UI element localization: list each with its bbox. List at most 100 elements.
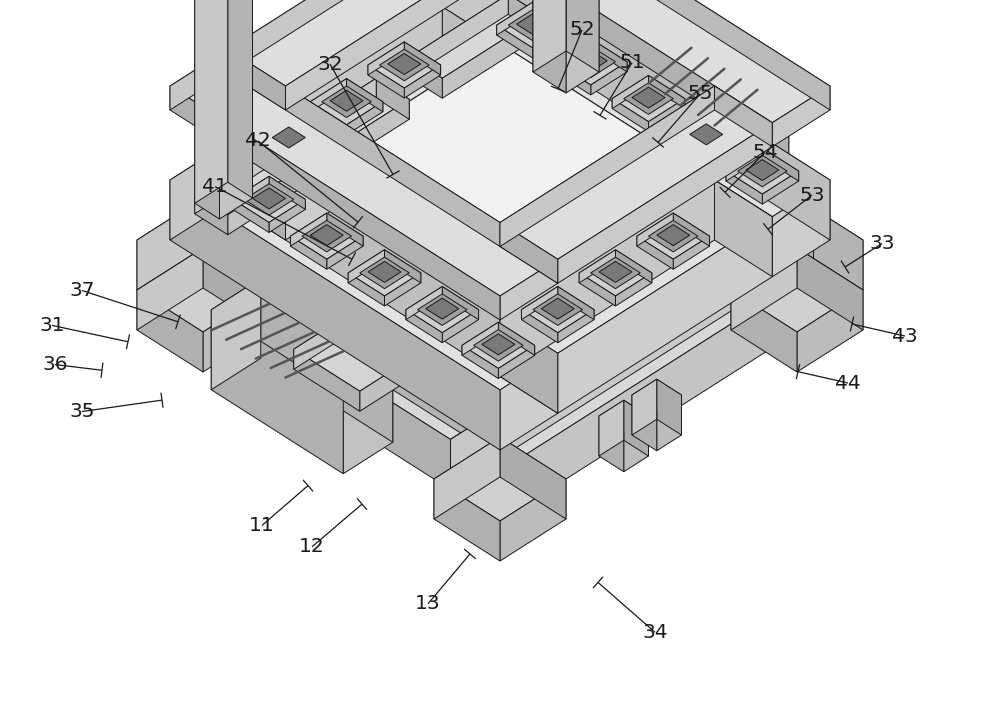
- Polygon shape: [294, 323, 401, 392]
- Polygon shape: [450, 209, 814, 490]
- Polygon shape: [616, 250, 652, 283]
- Polygon shape: [220, 0, 252, 219]
- Polygon shape: [706, 135, 743, 169]
- Polygon shape: [500, 51, 797, 270]
- Polygon shape: [665, 171, 706, 217]
- Polygon shape: [726, 148, 762, 181]
- Polygon shape: [434, 290, 500, 412]
- Polygon shape: [380, 49, 429, 80]
- Polygon shape: [286, 43, 500, 240]
- Polygon shape: [462, 323, 535, 368]
- Text: 33: 33: [869, 234, 895, 253]
- Polygon shape: [579, 250, 616, 283]
- Polygon shape: [170, 49, 228, 110]
- Polygon shape: [406, 310, 442, 342]
- Polygon shape: [673, 236, 710, 269]
- Polygon shape: [624, 83, 673, 115]
- Polygon shape: [289, 115, 325, 149]
- Polygon shape: [434, 59, 500, 141]
- Polygon shape: [500, 180, 772, 353]
- Polygon shape: [657, 225, 690, 246]
- Polygon shape: [706, 112, 743, 145]
- Polygon shape: [252, 115, 289, 149]
- Polygon shape: [290, 236, 327, 269]
- Text: 31: 31: [39, 316, 65, 335]
- Polygon shape: [508, 9, 558, 41]
- Polygon shape: [434, 437, 566, 521]
- Polygon shape: [500, 59, 566, 141]
- Polygon shape: [500, 0, 830, 240]
- Polygon shape: [497, 2, 533, 35]
- Polygon shape: [418, 294, 467, 325]
- Polygon shape: [599, 261, 632, 283]
- Polygon shape: [731, 248, 863, 332]
- Polygon shape: [500, 101, 566, 183]
- Polygon shape: [294, 350, 360, 412]
- Polygon shape: [302, 221, 352, 252]
- Polygon shape: [264, 122, 314, 155]
- Polygon shape: [348, 250, 384, 283]
- Polygon shape: [442, 6, 772, 277]
- Polygon shape: [599, 155, 665, 217]
- Polygon shape: [203, 51, 500, 270]
- Polygon shape: [195, 78, 376, 214]
- Polygon shape: [632, 379, 657, 435]
- Polygon shape: [228, 49, 558, 283]
- Polygon shape: [558, 310, 594, 342]
- Polygon shape: [566, 0, 599, 72]
- Polygon shape: [203, 240, 500, 459]
- Polygon shape: [554, 62, 591, 95]
- Polygon shape: [195, 0, 228, 203]
- Polygon shape: [657, 26, 789, 190]
- Polygon shape: [442, 0, 500, 67]
- Polygon shape: [726, 171, 762, 204]
- Polygon shape: [409, 0, 508, 77]
- Polygon shape: [632, 87, 665, 108]
- Polygon shape: [500, 72, 764, 290]
- Polygon shape: [554, 38, 627, 85]
- Polygon shape: [762, 148, 799, 181]
- Polygon shape: [406, 286, 479, 333]
- Polygon shape: [294, 323, 335, 370]
- Polygon shape: [670, 135, 706, 169]
- Polygon shape: [497, 25, 533, 58]
- Text: 44: 44: [835, 374, 861, 392]
- Polygon shape: [533, 294, 582, 325]
- Polygon shape: [579, 250, 652, 296]
- Polygon shape: [607, 26, 657, 137]
- Polygon shape: [746, 159, 779, 181]
- Polygon shape: [764, 209, 814, 290]
- Polygon shape: [521, 286, 594, 333]
- Polygon shape: [384, 250, 421, 283]
- Polygon shape: [550, 41, 814, 258]
- Polygon shape: [558, 216, 772, 413]
- Polygon shape: [347, 102, 383, 135]
- Polygon shape: [228, 6, 442, 203]
- Polygon shape: [434, 479, 500, 561]
- Polygon shape: [498, 323, 535, 355]
- Polygon shape: [462, 323, 498, 355]
- Text: 34: 34: [642, 623, 668, 642]
- Polygon shape: [500, 41, 814, 240]
- Polygon shape: [186, 41, 550, 322]
- Polygon shape: [253, 188, 286, 209]
- Polygon shape: [426, 298, 459, 319]
- Polygon shape: [772, 86, 830, 147]
- Polygon shape: [574, 51, 607, 71]
- Polygon shape: [612, 75, 685, 122]
- Polygon shape: [599, 400, 648, 431]
- Text: 36: 36: [42, 355, 68, 374]
- Polygon shape: [137, 248, 203, 330]
- Text: 42: 42: [245, 132, 271, 150]
- Polygon shape: [376, 78, 409, 119]
- Polygon shape: [508, 0, 541, 36]
- Polygon shape: [657, 395, 682, 451]
- Polygon shape: [236, 240, 500, 458]
- Polygon shape: [670, 112, 706, 145]
- Polygon shape: [434, 248, 500, 370]
- Polygon shape: [195, 78, 409, 215]
- Polygon shape: [186, 240, 236, 322]
- Text: 54: 54: [752, 143, 778, 162]
- Polygon shape: [335, 323, 401, 385]
- Polygon shape: [286, 0, 500, 110]
